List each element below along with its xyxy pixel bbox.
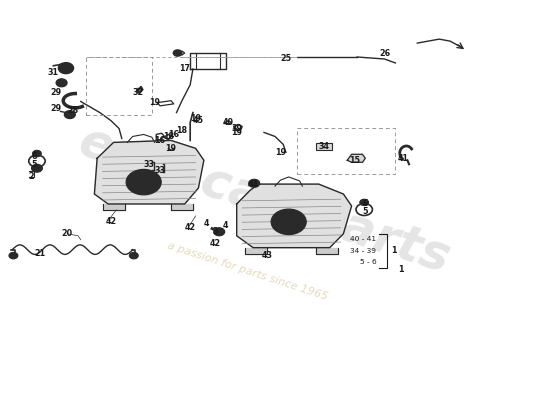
Text: 4: 4 (223, 221, 228, 230)
Text: 33: 33 (155, 166, 166, 175)
Text: 43: 43 (261, 251, 272, 260)
Text: 42: 42 (105, 217, 117, 226)
Circle shape (360, 199, 368, 206)
Text: 29: 29 (51, 104, 62, 113)
Text: 31: 31 (48, 68, 59, 77)
Bar (316, 143, 332, 150)
Text: 25: 25 (280, 54, 292, 64)
Text: 5: 5 (31, 160, 37, 169)
Bar (297, 128, 395, 174)
Text: 33: 33 (144, 160, 155, 169)
Polygon shape (316, 248, 338, 254)
Text: 28: 28 (67, 106, 78, 115)
Polygon shape (95, 140, 204, 204)
Circle shape (64, 111, 75, 118)
Text: 19: 19 (275, 148, 286, 157)
Text: 19: 19 (190, 114, 201, 123)
Text: 4: 4 (204, 219, 210, 228)
Text: 42: 42 (209, 239, 221, 248)
Text: eurocartparts: eurocartparts (72, 117, 456, 283)
Text: 6: 6 (31, 152, 37, 161)
Text: 40: 40 (223, 118, 234, 127)
Text: 19: 19 (166, 144, 177, 153)
Text: 19: 19 (231, 128, 242, 137)
Circle shape (56, 79, 67, 87)
Text: 41: 41 (398, 154, 409, 163)
Circle shape (31, 164, 42, 172)
Text: 34: 34 (319, 142, 330, 151)
Text: 34 - 39: 34 - 39 (350, 248, 376, 254)
Text: 18: 18 (163, 132, 174, 141)
Text: 1: 1 (392, 246, 397, 255)
Bar (86, 57, 152, 114)
Circle shape (126, 170, 161, 195)
Text: 32: 32 (133, 88, 144, 97)
Text: 5 - 6: 5 - 6 (360, 259, 376, 265)
Text: 2: 2 (29, 172, 34, 181)
Text: 1: 1 (398, 265, 404, 274)
Circle shape (32, 150, 41, 157)
Polygon shape (103, 204, 124, 210)
Text: 45: 45 (193, 116, 204, 125)
Circle shape (271, 209, 306, 234)
Polygon shape (171, 204, 193, 210)
Text: 26: 26 (379, 48, 390, 58)
Text: 42: 42 (185, 223, 196, 232)
Text: 29: 29 (51, 88, 62, 97)
Circle shape (173, 50, 182, 56)
Text: 19: 19 (149, 98, 160, 107)
Text: 15: 15 (349, 156, 360, 165)
Text: 16: 16 (155, 136, 166, 145)
Text: 44: 44 (248, 180, 258, 189)
Circle shape (9, 252, 18, 259)
Text: 16: 16 (168, 130, 179, 139)
Text: 3: 3 (212, 227, 218, 236)
Text: a passion for parts since 1965: a passion for parts since 1965 (166, 241, 329, 302)
Text: 20: 20 (62, 229, 73, 238)
Circle shape (134, 175, 153, 189)
Circle shape (279, 215, 299, 229)
Text: 39: 39 (231, 124, 242, 133)
Circle shape (58, 62, 74, 74)
Polygon shape (347, 154, 365, 162)
Circle shape (214, 228, 224, 236)
Circle shape (249, 179, 260, 187)
Polygon shape (236, 184, 351, 248)
Text: 18: 18 (177, 126, 188, 135)
Text: 6: 6 (362, 200, 368, 208)
Text: 5: 5 (362, 208, 368, 216)
Text: 40 - 41: 40 - 41 (350, 236, 376, 242)
Text: 17: 17 (179, 64, 190, 74)
Circle shape (129, 252, 138, 259)
Polygon shape (245, 248, 267, 254)
Text: 21: 21 (34, 249, 45, 258)
